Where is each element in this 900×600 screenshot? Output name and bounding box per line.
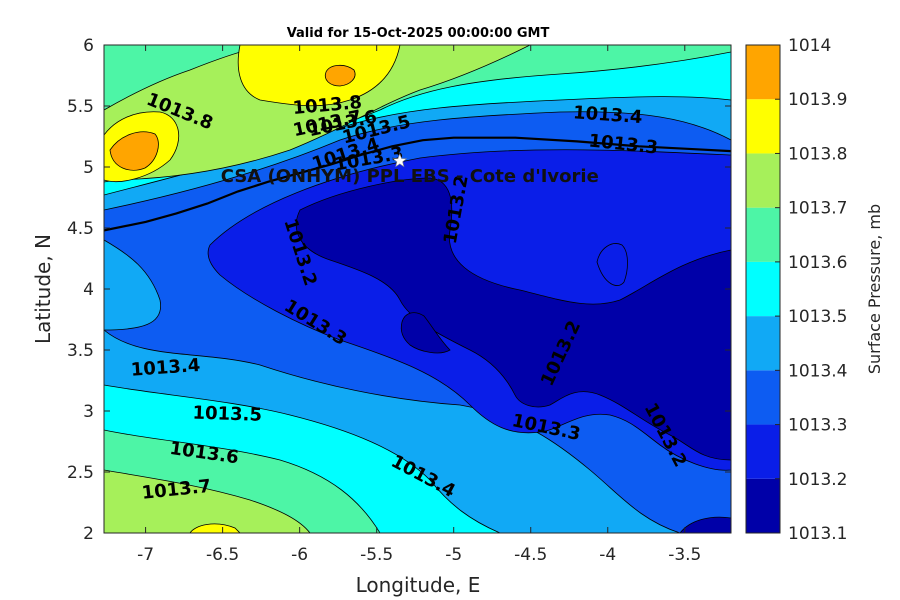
map-plot-area: 1013.8 1013.81013.71013.61013.51013.41013… (104, 45, 731, 533)
colorbar-swatch (746, 370, 780, 425)
colorbar-tick-label: 1013.6 (788, 253, 847, 273)
y-tick-label: 3.5 (67, 341, 94, 361)
contour-band-1013-1-southeast (679, 516, 731, 533)
y-tick-label: 4 (83, 280, 94, 300)
colorbar-swatch (746, 261, 780, 317)
colorbar-swatch (746, 207, 780, 262)
map-title: Valid for 15-Oct-2025 00:00:00 GMT (287, 26, 550, 41)
contour-label: 1013.5 (192, 402, 262, 425)
x-tick-label: -5 (445, 545, 462, 565)
contour-label: 1013.4 (572, 102, 643, 128)
contour-band-1013-1-small-cell (400, 312, 451, 354)
station-marker (392, 153, 408, 168)
contour-band-1013-8-south (189, 523, 241, 533)
x-tick-label: -4.5 (514, 545, 547, 565)
colorbar-tick-label: 1013.1 (788, 524, 847, 544)
x-tick-label: -3.5 (668, 545, 701, 565)
station-label: CSA (ONHYM) PPL EBS - Cote d'Ivorie (221, 166, 599, 187)
colorbar-swatch (746, 424, 780, 479)
y-axis-label: Latitude, N (31, 234, 55, 344)
x-tick-label: -6 (291, 545, 308, 565)
y-tick-label: 4.5 (67, 219, 94, 239)
y-tick-label: 5.5 (67, 97, 94, 117)
x-axis-label: Longitude, E (356, 573, 481, 597)
x-tick-label: -4 (599, 545, 616, 565)
y-axis: 2 2.5 3 3.5 4 4.5 5 5.5 6 (67, 36, 731, 544)
colorbar-swatch (746, 478, 780, 533)
contour-band-1013-9 (109, 131, 159, 171)
y-tick-label: 3 (83, 402, 94, 422)
contour-band-1013-1-east-cell (596, 243, 628, 286)
contour-band-1013-7-north (104, 45, 531, 181)
filled-contours (104, 45, 731, 533)
colorbar-tick-label: 1013.2 (788, 470, 847, 490)
contour-label: 1013.4 (130, 355, 201, 381)
colorbar-swatch (746, 153, 780, 208)
x-tick-label: -5.5 (360, 545, 393, 565)
colorbar-tick-label: 1013.3 (788, 416, 847, 436)
colorbar-tick-label: 1013.8 (788, 144, 847, 164)
contour-band-1013-4-west (104, 239, 162, 331)
coastline (104, 136, 731, 232)
x-tick-label: -7 (137, 545, 154, 565)
colorbar-tick-label: 1014 (788, 36, 831, 56)
colorbar-swatch (746, 316, 780, 371)
colorbar-frame (745, 44, 781, 534)
y-tick-label: 6 (83, 36, 94, 56)
colorbar-label: Surface Pressure, mb (865, 204, 884, 374)
colorbar-tick-label: 1013.5 (788, 307, 847, 327)
colorbar-tick-label: 1013.7 (788, 199, 847, 219)
colorbar-swatch (746, 99, 780, 154)
y-tick-label: 2 (83, 524, 94, 544)
y-tick-label: 2.5 (67, 463, 94, 483)
contour-band-1013-9-north (324, 64, 356, 87)
station-star-icon (392, 153, 408, 168)
colorbar: 1013.1 1013.2 1013.3 1013.4 1013.5 1013.6 1013… (745, 36, 847, 544)
contour-band-1013-8-north (237, 45, 401, 107)
contour-band-1013-7 (104, 469, 311, 533)
colorbar-swatch (746, 45, 780, 100)
x-axis: -7 -6.5 -6 -5.5 -5 -4.5 -4 -3.5 (137, 45, 701, 565)
colorbar-tick-label: 1013.4 (788, 361, 847, 381)
x-tick-label: -6.5 (206, 545, 239, 565)
colorbar-tick-label: 1013.9 (788, 90, 847, 110)
y-tick-label: 5 (83, 158, 94, 178)
contour-band-1013-1 (295, 177, 731, 461)
